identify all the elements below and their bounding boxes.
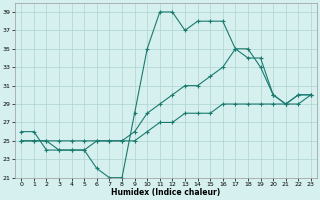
X-axis label: Humidex (Indice chaleur): Humidex (Indice chaleur): [111, 188, 221, 197]
